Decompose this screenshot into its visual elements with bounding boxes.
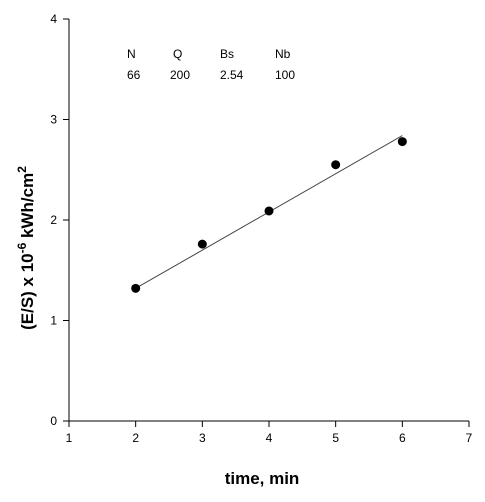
annotation-value-bs: 2.54	[220, 68, 244, 82]
x-tick-label: 1	[66, 431, 73, 445]
data-point	[397, 137, 407, 147]
annotation-header-nb: Nb	[275, 47, 291, 61]
data-point	[264, 206, 274, 216]
x-tick-label: 2	[132, 431, 139, 445]
y-tick-label: 3	[50, 113, 57, 127]
y-axis-title-base: (E/S) x 10	[18, 253, 37, 330]
y-axis-title-exponent: -6	[15, 242, 29, 253]
y-axis-title: (E/S) x 10-6 kWh/cm2	[15, 166, 37, 330]
y-axis-title-unit-exponent: 2	[15, 166, 29, 173]
data-point	[131, 283, 141, 293]
x-tick-label: 5	[332, 431, 339, 445]
y-tick-label: 2	[50, 213, 57, 227]
x-tick-label: 3	[199, 431, 206, 445]
annotation-header-bs: Bs	[220, 47, 234, 61]
data-point	[197, 239, 207, 249]
y-tick-label: 0	[50, 414, 57, 428]
x-axis-title: time, min	[225, 469, 300, 488]
x-ticks: 1 2 3 4 5 6 7	[66, 421, 473, 445]
annotation-value-q: 200	[170, 68, 190, 82]
y-ticks: 0 1 2 3 4	[50, 12, 69, 428]
data-point	[331, 160, 341, 170]
data-points	[131, 137, 407, 293]
annotation-header-n: N	[127, 47, 136, 61]
annotation-header-q: Q	[173, 47, 182, 61]
annotation-value-nb: 100	[275, 68, 295, 82]
x-tick-label: 7	[466, 431, 473, 445]
annotation-value-n: 66	[127, 68, 141, 82]
x-tick-label: 6	[399, 431, 406, 445]
y-tick-label: 4	[50, 12, 57, 26]
annotation-table: N Q Bs Nb 66 200 2.54 100	[127, 47, 295, 82]
x-tick-label: 4	[266, 431, 273, 445]
y-tick-label: 1	[50, 314, 57, 328]
y-axis-title-unit: kWh/cm	[18, 173, 37, 243]
